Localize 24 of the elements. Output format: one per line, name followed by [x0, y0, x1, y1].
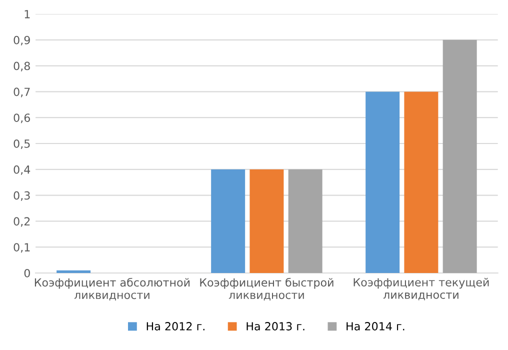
bar [442, 40, 477, 273]
y-tick-label: 0 [24, 268, 30, 278]
x-tick-label: Коэффициент абсолютной ликвидности [34, 278, 190, 300]
y-tick-label: 0,9 [14, 36, 30, 46]
y-tick-label: 0,6 [14, 114, 30, 124]
y-tick-label: 0,4 [14, 165, 30, 175]
y-tick-label: 0,5 [14, 139, 30, 150]
bar [211, 169, 246, 273]
y-tick-label: 0,2 [14, 217, 30, 227]
legend-label: На 2013 г. [246, 322, 304, 330]
y-tick-label: 0,7 [14, 88, 30, 98]
x-tick-label: Коэффициент быстрой ликвидности [200, 278, 334, 300]
bar [404, 92, 438, 273]
bar [250, 169, 284, 273]
y-tick-label: 1 [24, 10, 30, 18]
y-tick-label: 0,8 [14, 62, 30, 72]
bar [288, 169, 322, 273]
y-tick-label: 0,1 [14, 243, 30, 253]
x-tick-label: Коэффициент текущей ликвидности [354, 278, 489, 300]
legend-label: На 2012 г. [146, 322, 204, 330]
bar [56, 270, 91, 273]
legend-label: На 2014 г. [346, 322, 404, 330]
y-tick-label: 0,3 [14, 191, 30, 201]
bar [366, 92, 400, 273]
